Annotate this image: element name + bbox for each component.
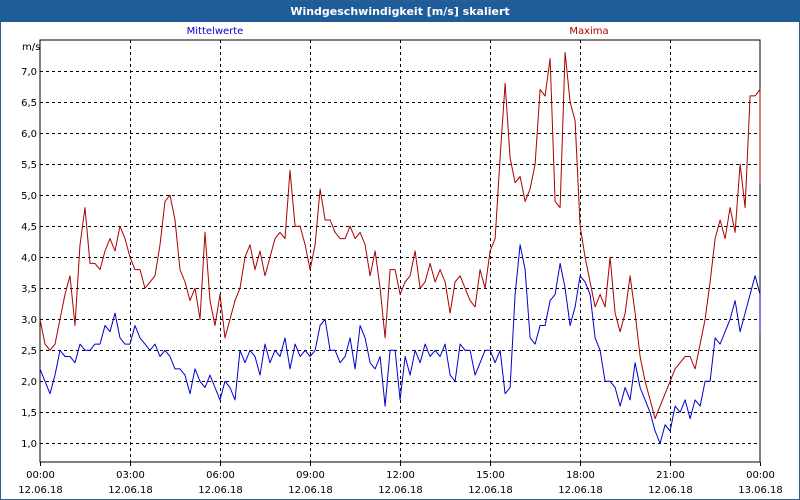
- y-tick-label: 1,5: [21, 408, 37, 419]
- x-tick-date: 12.06.18: [288, 485, 333, 496]
- y-axis-ticks: 1,0 1,5 2,0 2,5 3,0 3,5 4,0 4,5 5,0 5,5 6,0 6,5 7,0: [21, 67, 37, 450]
- x-tick-time: 12:00: [386, 470, 415, 481]
- x-tick-time: 18:00: [566, 470, 595, 481]
- x-tick-date: 12.06.18: [378, 485, 423, 496]
- x-tick-time: 21:00: [656, 470, 685, 481]
- x-tick-time: 15:00: [476, 470, 505, 481]
- x-tick-time: 09:00: [296, 470, 325, 481]
- y-tick-label: 6,0: [21, 129, 37, 140]
- x-tick-time: 00:00: [26, 470, 55, 481]
- x-axis-ticks: 00:00 12.06.18 03:00 12.06.18 06:00 12.06.18 0…: [18, 462, 783, 496]
- x-tick-date: 12.06.18: [108, 485, 153, 496]
- series-group: [39, 51, 761, 444]
- series-line-mittelwerte: [39, 244, 761, 444]
- y-axis-unit: m/s: [22, 42, 40, 53]
- y-tick-label: 3,0: [21, 315, 37, 326]
- y-tick-label: 4,5: [21, 222, 37, 233]
- series-label-mittelwerte: Mittelwerte: [187, 26, 244, 37]
- series-label-maxima: Maxima: [569, 26, 608, 37]
- y-tick-label: 6,5: [21, 98, 37, 109]
- x-tick-date: 12.06.18: [18, 485, 63, 496]
- x-tick-date: 12.06.18: [558, 485, 603, 496]
- y-tick-label: 1,0: [21, 439, 37, 450]
- x-tick-time: 03:00: [116, 470, 145, 481]
- x-tick-date: 12.06.18: [468, 485, 513, 496]
- grid-lines: [40, 40, 760, 462]
- window-title: Windgeschwindigkeit [m/s] skaliert: [1, 1, 799, 22]
- y-tick-label: 2,5: [21, 346, 37, 357]
- series-line-maxima: [39, 51, 761, 420]
- x-tick-date: 13.06.18: [738, 485, 783, 496]
- y-tick-label: 5,5: [21, 160, 37, 171]
- x-tick-time: 00:00: [746, 470, 775, 481]
- y-tick-label: 3,5: [21, 284, 37, 295]
- x-tick-date: 12.06.18: [198, 485, 243, 496]
- x-tick-time: 06:00: [206, 470, 235, 481]
- y-tick-label: 2,0: [21, 377, 37, 388]
- y-tick-label: 7,0: [21, 67, 37, 78]
- x-tick-date: 12.06.18: [648, 485, 693, 496]
- y-tick-label: 4,0: [21, 253, 37, 264]
- y-tick-label: 5,0: [21, 191, 37, 202]
